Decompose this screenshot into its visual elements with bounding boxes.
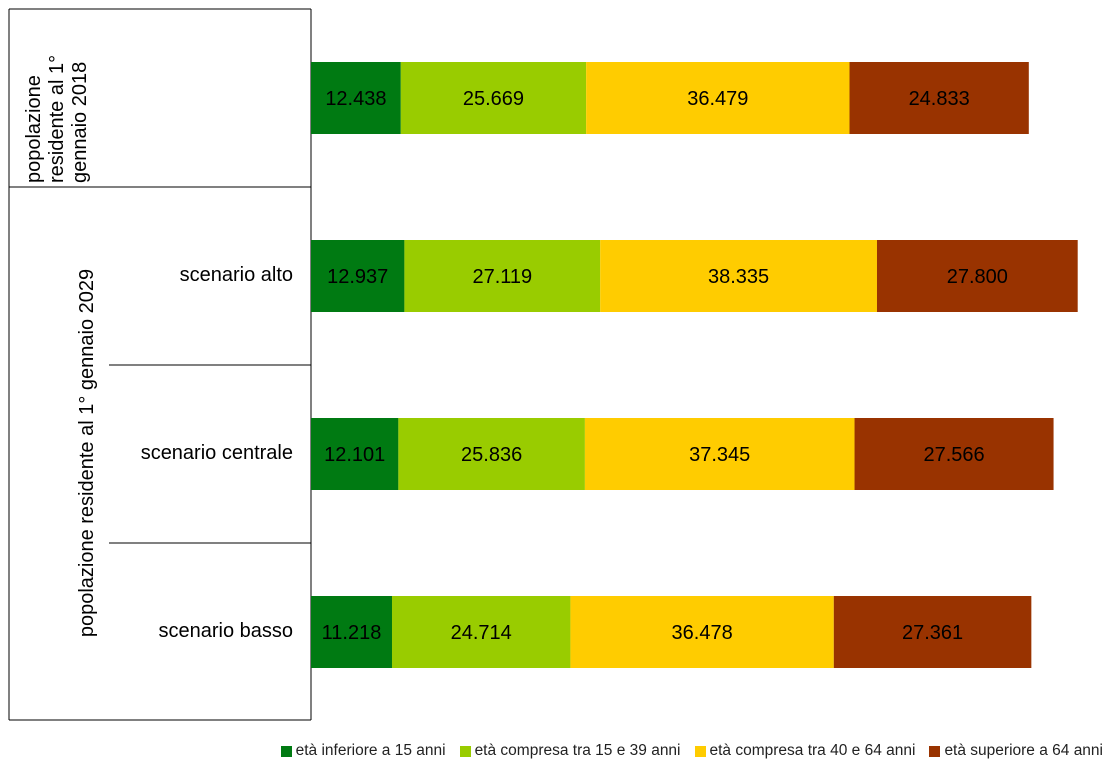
- data-label: 38.335: [708, 266, 769, 288]
- data-label: 11.218: [322, 622, 382, 644]
- bar-segment: [391, 596, 571, 668]
- data-label: 25.669: [463, 88, 524, 110]
- legend-swatch: [280, 745, 292, 757]
- bar-segment: [311, 596, 392, 668]
- group-label-line: popolazione: [23, 75, 45, 183]
- bar-segment: [570, 596, 834, 668]
- data-label: 25.836: [461, 444, 522, 466]
- row-label-scenario-basso: scenario basso: [158, 620, 293, 642]
- row-label-scenario-alto: scenario alto: [179, 264, 293, 286]
- bar-segment: [584, 418, 855, 490]
- data-label: 27.119: [472, 266, 532, 288]
- data-label: 27.800: [947, 266, 1008, 288]
- legend-label: età compresa tra 40 e 64 anni: [709, 742, 916, 759]
- legend-swatch: [929, 745, 941, 757]
- data-label: 36.478: [672, 622, 733, 644]
- data-label: 36.479: [687, 88, 748, 110]
- bar-segment: [586, 62, 850, 134]
- data-label: 12.937: [327, 266, 388, 288]
- legend-item: età compresa tra 15 e 39 anni: [459, 742, 681, 760]
- row-label-scenario-centrale: scenario centrale: [140, 442, 293, 464]
- bar-segment: [311, 240, 405, 312]
- bar-segment: [400, 62, 587, 134]
- bars: 12.438 25.669 36.479 24.833 12.937 27.119 38.3…: [311, 62, 1078, 668]
- bar-segment: [600, 240, 877, 312]
- bar-segment: [311, 62, 401, 134]
- legend-item: età compresa tra 40 e 64 anni: [694, 742, 916, 760]
- data-label: 12.101: [324, 444, 385, 466]
- group-label-line: gennaio 2018: [69, 61, 91, 183]
- data-label: 24.833: [909, 88, 970, 110]
- bar-segment: [849, 62, 1029, 134]
- bar-segment: [854, 418, 1054, 490]
- group-label-2029: popolazione residente al 1° gennaio 2029: [76, 268, 98, 638]
- legend-swatch: [694, 745, 706, 757]
- bar-segment: [833, 596, 1032, 668]
- bar-segment: [404, 240, 601, 312]
- stacked-bar-chart: 12.438 25.669 36.479 24.833 12.937 27.119 38.3…: [8, 8, 1078, 721]
- legend-swatch: [459, 745, 471, 757]
- data-label: 12.438: [325, 88, 386, 110]
- legend: età inferiore a 15 anni età compresa tra…: [0, 740, 1103, 762]
- bar-segment: [398, 418, 585, 490]
- group-label-line: residente al 1°: [46, 54, 68, 183]
- data-label: 27.361: [902, 622, 963, 644]
- legend-item: età inferiore a 15 anni: [280, 742, 446, 760]
- data-label: 37.345: [689, 444, 750, 466]
- legend-label: età superiore a 64 anni: [944, 742, 1103, 759]
- legend-label: età inferiore a 15 anni: [295, 742, 446, 759]
- bar-segment: [876, 240, 1078, 312]
- legend-item: età superiore a 64 anni: [929, 742, 1103, 760]
- data-label: 27.566: [923, 444, 984, 466]
- bar-segment: [311, 418, 399, 490]
- group-label-2018: popolazione residente al 1° gennaio 2018: [23, 13, 95, 183]
- legend-label: età compresa tra 15 e 39 anni: [474, 742, 681, 759]
- data-label: 24.714: [451, 622, 512, 644]
